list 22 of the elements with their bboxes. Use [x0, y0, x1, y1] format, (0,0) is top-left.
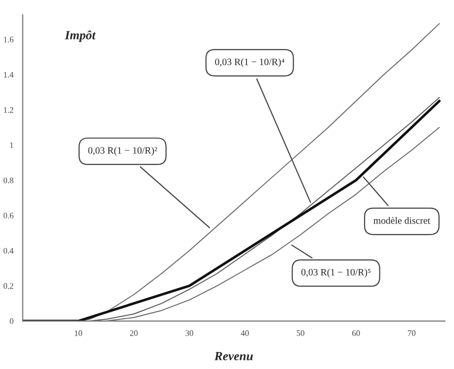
x-tick-label: 30 [186, 330, 194, 336]
y-tick-label: 0.8 [4, 178, 14, 184]
annotation: modèle discret [374, 216, 430, 224]
x-tick-label: 70 [408, 330, 416, 336]
y-tick-label: 0.6 [4, 212, 14, 218]
x-tick-label: 10 [74, 330, 82, 336]
x-tick-label: 40 [240, 330, 249, 336]
y-tick-label: 0.4 [4, 248, 14, 254]
y-tick-label: 0 [10, 318, 14, 324]
x-tick-label: 60 [352, 330, 360, 336]
x-axis-title: Revenu [214, 352, 253, 360]
y-tick-label: 1.6 [4, 36, 14, 42]
x-tick-label: 50 [296, 330, 304, 336]
y-tick-label: 1.2 [4, 107, 14, 113]
annotation: 0,03 R(1 − 10/R)² [88, 146, 158, 156]
x-tick-label: 20 [130, 330, 138, 336]
y-tick-label: 1.4 [4, 72, 14, 78]
annotation: 0,03 R(1 − 10/R)⁴ [215, 58, 284, 68]
y-tick-label: 1 [10, 142, 14, 148]
annotation: 0,03 R(1 − 10/R)⁵ [301, 268, 370, 278]
y-tick-label: 0.2 [4, 283, 14, 289]
y-axis-title: Impôt [64, 30, 96, 42]
